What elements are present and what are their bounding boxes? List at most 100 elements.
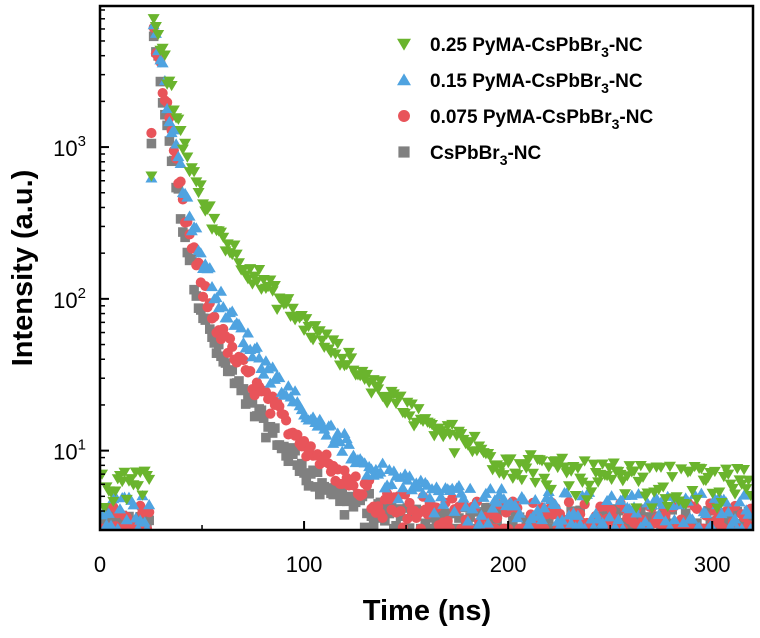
data-point — [465, 512, 475, 522]
data-point — [273, 371, 286, 383]
data-point — [495, 462, 508, 473]
data-point — [722, 469, 735, 480]
data-point — [482, 517, 495, 528]
data-point — [699, 507, 712, 518]
data-point — [654, 462, 667, 473]
data-point — [600, 522, 609, 530]
data-point — [314, 489, 325, 500]
data-point — [143, 499, 156, 510]
legend-label: CsPbBr3-NC — [430, 143, 542, 168]
legend-marker — [397, 73, 411, 86]
data-point — [403, 411, 416, 422]
data-point — [686, 513, 699, 524]
data-point — [146, 138, 157, 149]
data-point — [143, 474, 156, 486]
data-point — [350, 471, 361, 482]
data-point — [742, 508, 753, 519]
data-point — [340, 360, 353, 371]
data-point — [645, 503, 658, 514]
data-point — [677, 516, 690, 528]
data-point — [448, 448, 461, 459]
data-point — [434, 491, 447, 502]
data-point — [468, 498, 481, 509]
data-point — [189, 284, 199, 295]
data-point — [377, 512, 388, 523]
series-markers — [100, 19, 753, 530]
data-point — [241, 327, 254, 338]
data-point — [605, 490, 618, 501]
data-point — [158, 50, 171, 61]
data-point — [738, 465, 751, 476]
data-point — [267, 428, 278, 438]
data-point — [172, 114, 185, 125]
data-point — [556, 453, 569, 464]
data-point — [292, 429, 303, 440]
data-point — [160, 109, 170, 120]
data-point — [497, 493, 510, 504]
data-point — [513, 507, 526, 518]
data-point — [634, 460, 647, 472]
data-point — [217, 232, 230, 243]
data-point — [299, 468, 309, 478]
data-point — [113, 503, 126, 514]
data-point — [746, 522, 753, 530]
data-point — [374, 466, 387, 477]
data-point — [652, 508, 665, 520]
data-point — [396, 482, 409, 493]
data-point — [618, 522, 627, 530]
data-point — [632, 488, 645, 499]
data-point — [571, 463, 584, 474]
data-point — [423, 492, 436, 503]
data-point — [107, 496, 120, 508]
data-point — [238, 354, 249, 366]
data-point — [428, 507, 441, 518]
data-point — [372, 384, 385, 395]
data-point — [333, 436, 346, 447]
data-point — [174, 157, 187, 168]
data-point — [657, 482, 670, 493]
data-point — [113, 522, 122, 530]
data-point — [127, 499, 140, 510]
data-point — [436, 507, 446, 517]
data-point — [282, 294, 295, 305]
data-point — [224, 333, 236, 344]
data-point — [337, 488, 348, 498]
data-point — [174, 125, 187, 137]
y-tick-label: 102 — [53, 285, 86, 313]
data-point — [454, 513, 464, 523]
data-point — [711, 503, 724, 514]
data-point — [220, 358, 231, 368]
data-point — [365, 388, 378, 399]
data-point — [335, 496, 345, 507]
data-point — [737, 522, 746, 530]
legend-marker — [397, 38, 411, 51]
data-point — [279, 441, 289, 452]
data-point — [544, 484, 557, 496]
data-point — [535, 456, 548, 467]
data-point — [204, 324, 215, 334]
data-point — [328, 489, 339, 500]
data-point — [374, 376, 387, 387]
data-point — [270, 423, 280, 433]
data-point — [208, 213, 221, 225]
data-point — [203, 201, 216, 212]
data-point — [209, 311, 220, 322]
data-point — [492, 513, 503, 524]
data-point — [266, 361, 279, 372]
data-point — [336, 353, 349, 365]
data-point — [342, 347, 355, 359]
data-point — [527, 468, 540, 479]
data-point — [305, 441, 316, 452]
data-point — [172, 150, 185, 162]
data-point — [368, 520, 379, 530]
data-point — [164, 136, 175, 146]
legend-label: 0.075 PyMA-CsPbBr3-NC — [430, 107, 653, 132]
data-point — [221, 312, 234, 323]
data-point — [417, 487, 430, 499]
data-point — [588, 521, 599, 530]
data-point — [165, 80, 178, 92]
data-point — [668, 513, 681, 525]
data-point — [329, 349, 342, 360]
data-point — [703, 506, 713, 516]
